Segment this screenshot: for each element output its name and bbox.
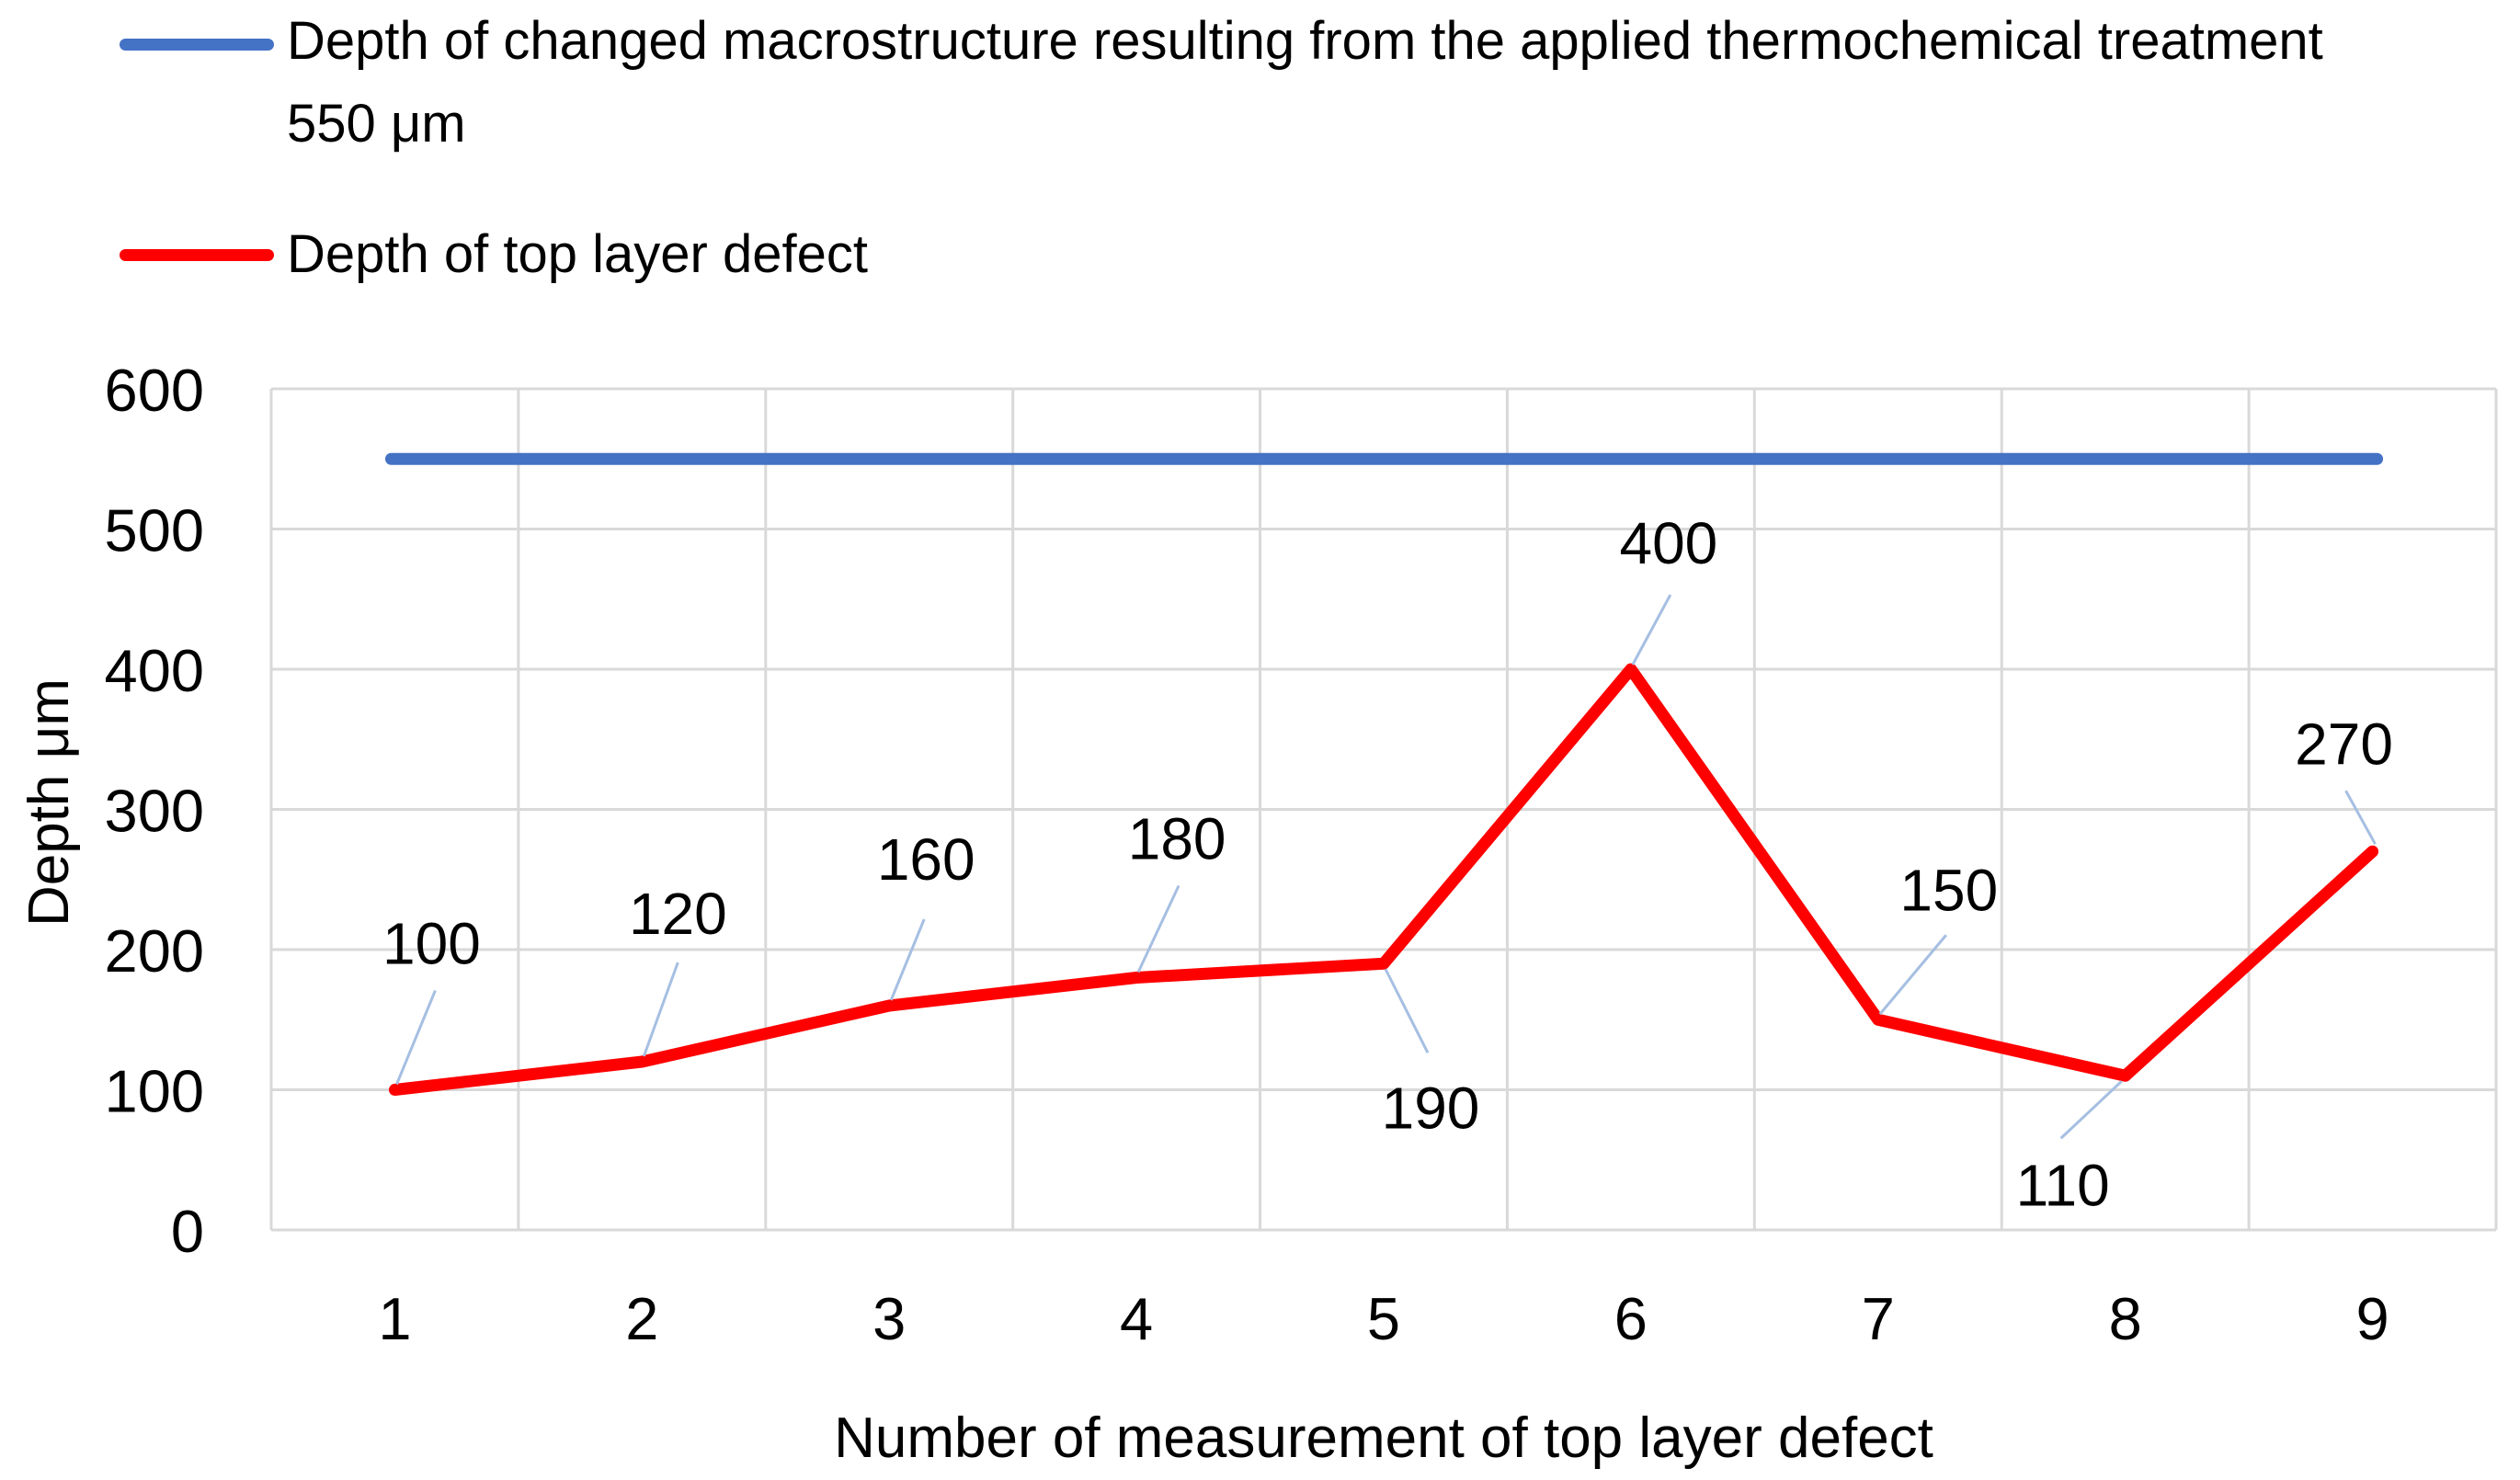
x-tick-label: 3 bbox=[872, 1285, 906, 1352]
data-label-leader-line bbox=[1136, 884, 1180, 973]
data-label-leader-line bbox=[1384, 968, 1430, 1053]
data-label-leader-line bbox=[642, 962, 679, 1057]
x-tick-label: 4 bbox=[1120, 1285, 1153, 1352]
y-tick-label: 600 bbox=[105, 357, 204, 424]
data-label: 160 bbox=[877, 826, 975, 893]
y-tick-label: 100 bbox=[105, 1058, 204, 1125]
y-tick-label: 200 bbox=[105, 917, 204, 985]
data-label: 180 bbox=[1128, 806, 1226, 872]
data-label: 120 bbox=[629, 881, 727, 947]
legend-swatch-macrostructure-line bbox=[120, 39, 274, 51]
data-label-leader-line bbox=[2059, 1080, 2123, 1140]
x-tick-label: 1 bbox=[378, 1285, 411, 1352]
x-tick-label: 7 bbox=[1862, 1285, 1895, 1352]
x-axis-title: Number of measurement of top layer defec… bbox=[834, 1406, 1933, 1470]
data-label: 400 bbox=[1619, 510, 1717, 576]
y-tick-label: 400 bbox=[105, 637, 204, 704]
y-tick-label: 500 bbox=[105, 497, 204, 564]
x-tick-label: 5 bbox=[1367, 1285, 1400, 1352]
legend-label-defect: Depth of top layer defect bbox=[287, 224, 868, 284]
x-tick-label: 8 bbox=[2109, 1285, 2142, 1352]
data-label: 190 bbox=[1382, 1075, 1480, 1141]
y-tick-label: 300 bbox=[105, 778, 204, 845]
x-tick-label: 6 bbox=[1614, 1285, 1648, 1352]
defect-depth-line bbox=[388, 663, 2379, 1096]
x-tick-label: 2 bbox=[625, 1285, 658, 1352]
data-label-leader-line bbox=[889, 918, 926, 1001]
legend-label-macrostructure: Depth of changed macrostructure resultin… bbox=[287, 11, 2323, 154]
data-label-leader-line bbox=[1631, 594, 1672, 666]
data-label: 150 bbox=[1899, 857, 1998, 923]
y-tick-label: 0 bbox=[171, 1198, 204, 1265]
data-label: 110 bbox=[2016, 1152, 2110, 1218]
x-tick-label: 9 bbox=[2355, 1285, 2389, 1352]
legend-swatch-defect-line bbox=[120, 249, 274, 261]
data-label-leader-line bbox=[395, 989, 437, 1086]
data-label-leader-line bbox=[2344, 790, 2377, 845]
data-label: 100 bbox=[382, 911, 481, 977]
data-label-leader-line bbox=[1878, 934, 1947, 1016]
data-label: 270 bbox=[2295, 711, 2393, 777]
